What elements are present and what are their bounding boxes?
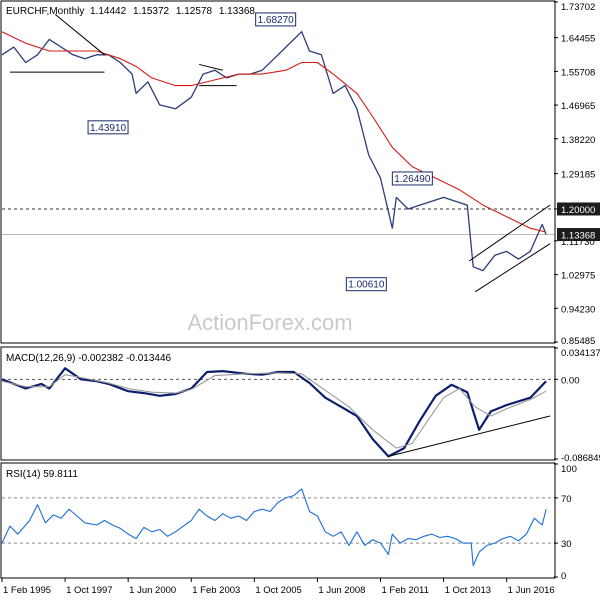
x-tick-label: 1 Oct 2013 xyxy=(445,585,491,596)
svg-text:1.00610: 1.00610 xyxy=(348,280,385,291)
rsi-title: RSI(14) 59.8111 xyxy=(6,469,78,480)
y-tick-label: 30 xyxy=(561,539,572,550)
signal-line xyxy=(1,372,547,449)
svg-text:1.43910: 1.43910 xyxy=(90,123,127,134)
annotation-1-00610: 1.00610 xyxy=(345,277,387,292)
price-line xyxy=(1,31,547,272)
annotation-1-26490: 1.26490 xyxy=(391,171,433,186)
moving-average-line xyxy=(1,31,547,233)
price-panel-frame xyxy=(0,0,556,344)
ohlc-low: 1.12578 xyxy=(176,6,213,17)
y-tick-label: 1.46965 xyxy=(561,101,595,112)
rsi-panel xyxy=(1,488,554,567)
annotation-1-43910: 1.43910 xyxy=(87,120,129,135)
y-tick-label: -0.086849 xyxy=(561,453,600,464)
x-tick-label: 1 Jun 2000 xyxy=(129,585,176,596)
trendline-0-4 xyxy=(468,204,551,262)
svg-text:1.20000: 1.20000 xyxy=(561,205,595,216)
price-panel: 1.68270 1.43910 1.26490 1.00610 xyxy=(1,12,554,293)
x-tick-label: 1 Oct 1997 xyxy=(66,585,112,596)
ohlc-open: 1.14442 xyxy=(90,6,127,17)
y-tick-label: 1.11730 xyxy=(561,237,595,248)
y-tick-label: 100 xyxy=(561,464,577,475)
price-label-1-13368: 1.13368 xyxy=(557,228,600,242)
x-tick-label: 1 Feb 1995 xyxy=(3,585,51,596)
trendline-0-2 xyxy=(199,63,223,71)
y-tick-label: 70 xyxy=(561,494,572,505)
ohlc-high: 1.15372 xyxy=(133,6,170,17)
y-tick-label: 1.64455 xyxy=(561,34,595,45)
y-tick-label: 1.29185 xyxy=(561,170,595,181)
macd-title: MACD(12,26,9) -0.002382 -0.013446 xyxy=(6,353,172,364)
x-tick-label: 1 Oct 2005 xyxy=(255,585,301,596)
ohlc-close: 1.13368 xyxy=(219,6,256,17)
y-tick-label: 1.02975 xyxy=(561,271,595,282)
rsi-line xyxy=(1,488,547,567)
y-tick-label: 1.73702 xyxy=(561,2,595,13)
x-tick-label: 1 Jun 2008 xyxy=(318,585,365,596)
macd-panel-frame xyxy=(0,346,556,461)
rsi-panel-frame xyxy=(0,462,556,579)
trendline-0-0 xyxy=(54,13,105,56)
trendline-1-0 xyxy=(388,415,551,457)
price-title: EURCHF,Monthly xyxy=(6,6,84,17)
y-tick-label: 0 xyxy=(561,571,566,582)
macd-panel xyxy=(1,367,554,458)
y-tick-label: 1.55708 xyxy=(561,67,595,78)
svg-text:1.26490: 1.26490 xyxy=(394,174,431,185)
svg-text:1.68270: 1.68270 xyxy=(258,15,295,26)
x-tick-label: 1 Feb 2003 xyxy=(192,585,240,596)
y-tick-label: 1.38220 xyxy=(561,135,595,146)
watermark: ActionForex.com xyxy=(187,310,352,335)
annotation-1-68270: 1.68270 xyxy=(255,12,297,27)
y-tick-label: 0.85485 xyxy=(561,336,595,347)
x-tick-label: 1 Jun 2016 xyxy=(508,585,555,596)
x-tick-label: 1 Feb 2011 xyxy=(382,585,429,596)
price-label-1-20000: 1.20000 xyxy=(557,202,600,216)
y-tick-label: 0.94230 xyxy=(561,304,595,315)
y-tick-label: 0.00 xyxy=(561,375,580,386)
y-tick-label: 0.034137 xyxy=(561,348,600,359)
ohlc-readout: 1.14442 1.15372 1.12578 1.13368 xyxy=(90,6,255,17)
trendline-0-5 xyxy=(474,243,551,293)
svg-text:1.13368: 1.13368 xyxy=(561,231,595,242)
macd-line xyxy=(1,367,547,458)
